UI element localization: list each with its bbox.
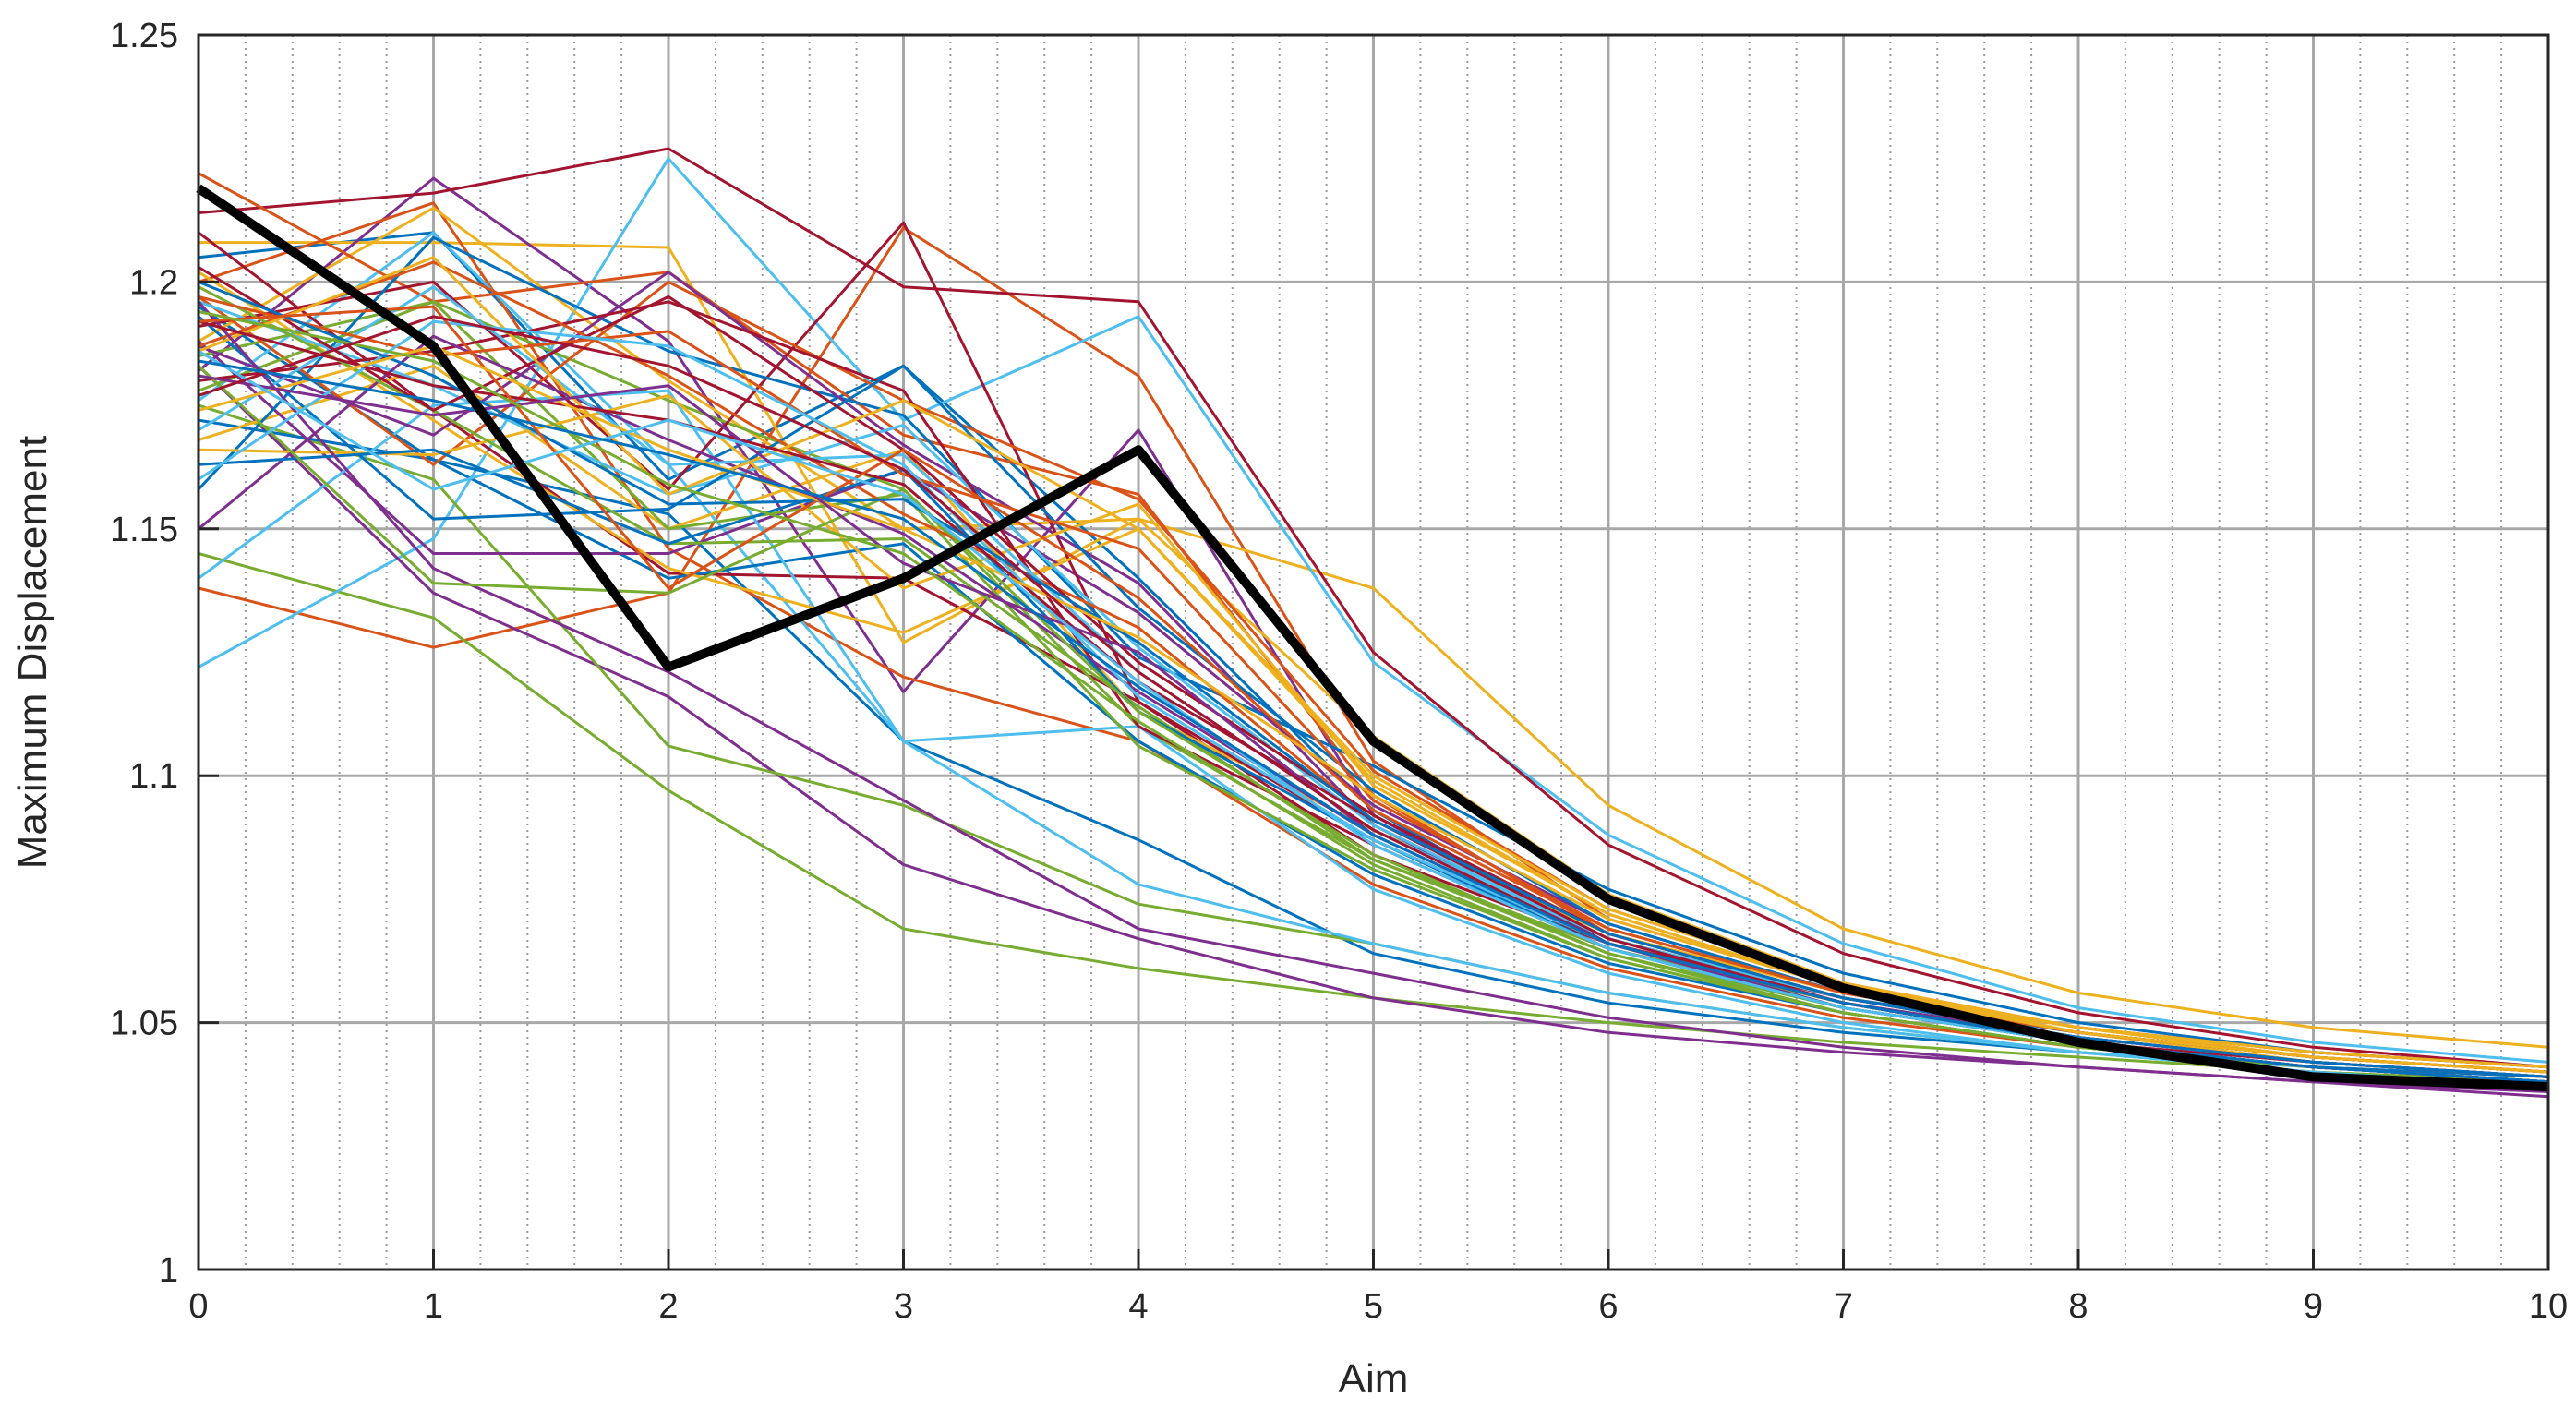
y-tick-label: 1.05 [110, 1005, 178, 1043]
y-tick-label: 1 [159, 1251, 178, 1290]
series-line-24 [198, 271, 2549, 1069]
series-line-43 [198, 281, 2549, 1078]
x-tick-label: 10 [2529, 1287, 2568, 1326]
x-tick-labels: 0 1 2 3 4 5 6 7 8 9 10 [188, 1287, 2568, 1326]
y-tick-label: 1.15 [110, 511, 178, 549]
y-tick-labels: 1 1.05 1.1 1.15 1.2 1.25 [110, 17, 178, 1290]
highlight-series-line [196, 184, 2549, 1092]
x-tick-label: 8 [2068, 1287, 2088, 1326]
x-tick-label: 2 [658, 1287, 678, 1326]
series-line-3 [199, 241, 2549, 1049]
x-tick-label: 6 [1598, 1287, 1618, 1326]
x-tick-label: 1 [424, 1287, 443, 1326]
x-tick-label: 4 [1128, 1287, 1148, 1326]
y-tick-label: 1.2 [129, 263, 178, 302]
series-line-6 [198, 157, 2549, 1064]
series-line-45 [198, 344, 2549, 1074]
y-tick-label: 1.25 [110, 17, 178, 55]
x-tick-label: 5 [1364, 1287, 1383, 1326]
series-line-7 [198, 147, 2549, 1069]
x-tick-label: 9 [2304, 1287, 2323, 1326]
x-tick-label: 3 [894, 1287, 913, 1326]
axis-ticks [197, 33, 2550, 1271]
x-tick-label: 7 [1834, 1287, 1853, 1326]
series-line-39 [197, 300, 2549, 1099]
highlight-series [196, 184, 2549, 1092]
y-tick-label: 1.1 [129, 757, 178, 796]
x-axis-label: Aim [1339, 1356, 1409, 1402]
series-line-22 [197, 235, 2549, 1069]
y-axis-label: Maximum Displacement [10, 436, 55, 869]
x-tick-label: 0 [188, 1287, 208, 1326]
